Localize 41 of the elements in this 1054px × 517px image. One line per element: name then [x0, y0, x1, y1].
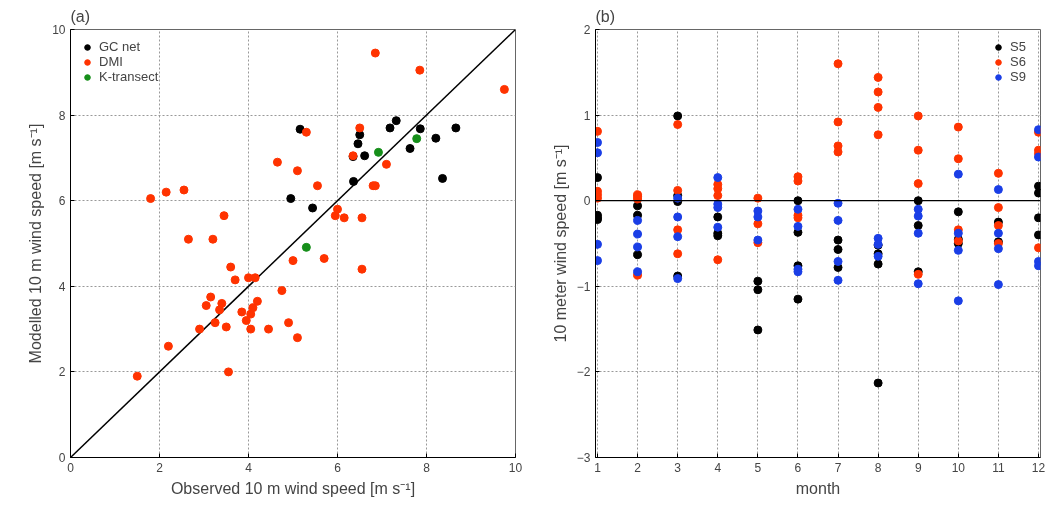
- x-tick-label: 7: [834, 460, 842, 475]
- x-axis-title: Observed 10 m wind speed [m s⁻¹]: [170, 479, 416, 497]
- chart-title: (b): [595, 7, 616, 25]
- x-tick-label: 9: [914, 460, 922, 475]
- legend-label: GC net: [99, 39, 141, 54]
- x-tick-label: 8: [423, 460, 431, 475]
- y-tick-label: −3: [576, 451, 591, 465]
- y-tick-label: 0: [58, 451, 66, 465]
- y-tick-label: −1: [576, 279, 591, 294]
- x-tick-label: 3: [674, 460, 682, 475]
- x-tick-label: 6: [334, 460, 342, 475]
- x-axis-title: month: [795, 479, 841, 497]
- x-tick-label: 2: [634, 460, 642, 475]
- x-tick-label: 2: [156, 460, 164, 475]
- x-tick-label: 10: [951, 460, 966, 475]
- x-tick-label: 6: [794, 460, 802, 475]
- x-tick-label: 4: [245, 460, 253, 475]
- y-tick-label: 1: [583, 108, 591, 123]
- y-axis-title: 10 meter wind speed [m s⁻¹]: [551, 144, 569, 343]
- legend-label: S9: [1010, 69, 1027, 84]
- x-tick-label: 5: [754, 460, 762, 475]
- legend-label: K-transect: [99, 69, 159, 84]
- x-tick-label: 8: [874, 460, 882, 475]
- y-tick-label: 4: [58, 279, 66, 294]
- y-tick-label: −2: [576, 365, 591, 380]
- y-tick-label: 2: [58, 365, 66, 380]
- y-tick-label: 8: [58, 108, 66, 123]
- y-tick-label: 6: [58, 194, 66, 209]
- y-axis-title: Modelled 10 m wind speed [m s⁻¹]: [27, 123, 45, 364]
- x-tick-label: 12: [1031, 460, 1046, 475]
- y-tick-label: 0: [583, 194, 591, 209]
- x-tick-label: 4: [714, 460, 722, 475]
- x-tick-label: 10: [508, 460, 523, 475]
- legend-label: DMI: [99, 54, 123, 69]
- x-tick-label: 1: [594, 460, 602, 475]
- legend-label: S6: [1010, 54, 1027, 69]
- chart-title: (a): [70, 7, 91, 25]
- x-tick-label: 11: [992, 460, 1005, 475]
- y-tick-label: 10: [52, 23, 66, 37]
- y-tick-label: 2: [583, 23, 591, 37]
- legend-label: S5: [1010, 39, 1027, 54]
